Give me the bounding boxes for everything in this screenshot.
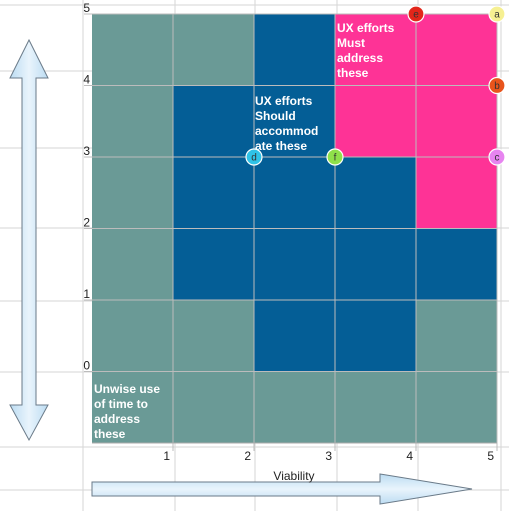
data-point-d <box>245 148 263 166</box>
x-axis-title: Viability <box>273 469 314 483</box>
heatmap-cell-high <box>335 14 417 86</box>
y-tick-label: 0 <box>83 359 90 373</box>
heatmap-cell-low <box>92 300 174 372</box>
zone-label-should: UX efforts Should accommod ate these <box>255 94 319 153</box>
heatmap-cell-high <box>416 14 498 86</box>
zone-label-unwise: Unwise use of time to address these <box>94 382 161 441</box>
heatmap-cell-medium <box>254 228 336 301</box>
x-tick-label: 3 <box>325 449 332 463</box>
heatmap-cell-low <box>416 371 498 444</box>
heatmap-cell-low <box>173 300 255 372</box>
data-point-label: c <box>495 153 500 164</box>
heatmap-cell-medium <box>335 300 417 372</box>
heatmap-cell-low <box>254 371 336 444</box>
y-tick-label: 5 <box>83 1 90 15</box>
heatmap-cell-low <box>92 371 174 444</box>
heatmap-cell-low <box>92 14 174 86</box>
data-point-e <box>407 5 425 23</box>
heatmap-cell-low <box>173 371 255 444</box>
data-point-label: f <box>334 153 337 164</box>
x-tick-label: 4 <box>406 449 413 463</box>
data-points: a b c d e f <box>245 5 506 166</box>
data-point-label: b <box>494 81 500 92</box>
y-tick-label: 4 <box>83 73 90 87</box>
data-point-a <box>488 5 506 23</box>
heatmap-cells <box>92 14 498 444</box>
tick-labels: 1 2 3 4 5 0 1 2 3 4 5 <box>83 1 494 463</box>
heatmap-cell-medium <box>173 85 255 158</box>
vertical-arrow-icon <box>9 38 49 442</box>
heatmap-cell-medium <box>254 85 336 158</box>
heatmap-cell-low <box>173 14 255 86</box>
y-tick-label: 3 <box>83 144 90 158</box>
heatmap-cell-medium <box>254 157 336 229</box>
zone-label-must: UX efforts Must address these <box>337 21 395 80</box>
heatmap-cell-high <box>416 157 498 229</box>
heatmap-cell-high <box>416 85 498 158</box>
heatmap-cell-low <box>335 371 417 444</box>
data-point-c <box>488 148 506 166</box>
heatmap-cell-low <box>92 85 174 158</box>
heatmap-cell-low <box>92 228 174 301</box>
y-tick-label: 2 <box>83 216 90 230</box>
heatmap-cell-high <box>335 85 417 158</box>
heatmap-cell-medium <box>335 228 417 301</box>
data-point-label: e <box>413 10 419 21</box>
heatmap-cell-medium <box>254 300 336 372</box>
data-point-label: a <box>494 10 500 21</box>
data-point-label: d <box>251 153 257 164</box>
heatmap-cell-medium <box>173 228 255 301</box>
heatmap-cell-medium <box>254 14 336 86</box>
x-tick-label: 1 <box>163 449 170 463</box>
heatmap-cell-low <box>416 300 498 372</box>
x-tick-label: 5 <box>487 449 494 463</box>
x-tick-label: 2 <box>244 449 251 463</box>
data-point-b <box>488 76 506 95</box>
heatmap-cell-medium <box>416 228 498 301</box>
heatmap-cell-medium <box>335 157 417 229</box>
horizontal-arrow-icon <box>91 473 473 505</box>
heatmap-cell-medium <box>173 157 255 229</box>
heatmap-cell-low <box>92 157 174 229</box>
y-tick-label: 1 <box>83 287 90 301</box>
data-point-f <box>326 148 344 166</box>
